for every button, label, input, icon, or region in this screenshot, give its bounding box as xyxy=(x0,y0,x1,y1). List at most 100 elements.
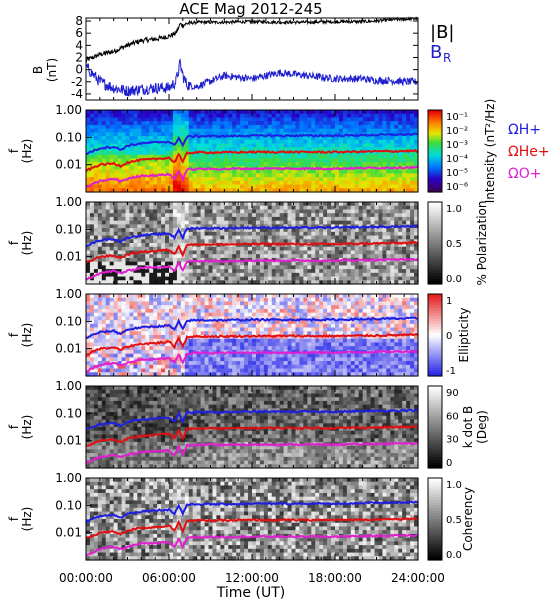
heatmap-cell xyxy=(350,154,356,160)
heatmap-cell xyxy=(271,154,277,160)
heatmap-cell xyxy=(121,272,127,278)
heatmap-cell xyxy=(283,162,289,167)
heatmap-cell xyxy=(358,228,364,233)
heatmap-cell xyxy=(204,364,210,370)
heatmap-cell xyxy=(224,173,229,178)
heatmap-cell xyxy=(208,117,214,122)
heatmap-cell xyxy=(267,188,273,193)
heatmap-cell xyxy=(331,269,336,274)
heatmap-cell xyxy=(141,294,146,299)
heatmap-cell xyxy=(125,205,131,211)
heatmap-cell xyxy=(232,308,237,314)
heatmap-cell xyxy=(196,276,202,281)
heatmap-cell xyxy=(346,128,352,133)
heatmap-cell xyxy=(113,342,119,347)
heatmap-cell xyxy=(342,220,348,225)
heatmap-cell xyxy=(224,139,229,145)
heatmap-cell xyxy=(105,180,111,186)
heatmap-cell xyxy=(362,231,368,237)
heatmap-cell xyxy=(93,346,99,351)
heatmap-cell xyxy=(157,213,162,218)
heatmap-cell xyxy=(137,323,142,329)
heatmap-cell xyxy=(259,312,265,317)
heatmap-cell xyxy=(374,261,380,266)
heatmap-cell xyxy=(398,188,403,193)
heatmap-cell xyxy=(153,165,158,171)
heatmap-cell xyxy=(236,128,241,133)
heatmap-cell xyxy=(176,239,182,244)
heatmap-cell xyxy=(145,297,150,303)
heatmap-cell xyxy=(259,143,265,148)
heatmap-cell xyxy=(342,250,348,255)
heatmap-cell xyxy=(129,308,135,314)
heatmap-cell xyxy=(97,143,103,148)
heatmap-cell xyxy=(133,169,138,174)
heatmap-cell xyxy=(319,121,324,126)
heatmap-cell xyxy=(86,180,91,186)
heatmap-cell xyxy=(255,173,261,178)
heatmap-cell xyxy=(204,231,210,237)
heatmap-cell xyxy=(346,209,352,214)
heatmap-cell xyxy=(414,216,419,222)
heatmap-cell xyxy=(295,143,301,148)
heatmap-cell xyxy=(248,213,253,218)
heatmap-cell xyxy=(192,323,198,329)
heatmap-cell xyxy=(271,301,277,306)
heatmap-cell xyxy=(255,361,261,366)
heatmap-cell xyxy=(303,250,308,255)
heatmap-cell xyxy=(252,353,257,358)
heatmap-cell xyxy=(358,269,364,274)
heatmap-cell xyxy=(212,327,218,332)
heatmap-cell xyxy=(406,246,411,252)
heatmap-cell xyxy=(157,364,162,370)
heatmap-cell xyxy=(390,136,395,141)
heatmap-cell xyxy=(366,272,372,278)
heatmap-cell xyxy=(338,250,344,255)
heatmap-cell xyxy=(216,216,221,222)
heatmap-cell xyxy=(133,246,138,252)
heatmap-cell xyxy=(267,121,273,126)
heatmap-cell xyxy=(410,246,415,252)
heatmap-cell xyxy=(145,158,150,163)
heatmap-cell xyxy=(216,162,221,167)
heatmap-cell xyxy=(378,280,384,285)
heatmap-cell xyxy=(165,305,170,310)
heatmap-cell xyxy=(414,209,419,214)
b-y-tick-label: 4 xyxy=(75,38,83,52)
heatmap-cell xyxy=(335,113,340,119)
heatmap-cell xyxy=(390,124,395,130)
heatmap-cell xyxy=(153,338,158,344)
heatmap-cell xyxy=(378,113,384,119)
heatmap-cell xyxy=(145,165,150,171)
heatmap-cell xyxy=(161,335,166,340)
heatmap-cell xyxy=(196,202,202,207)
heatmap-cell xyxy=(358,136,364,141)
heatmap-cell xyxy=(236,228,241,233)
heatmap-cell xyxy=(101,257,107,263)
heatmap-cell xyxy=(220,342,225,347)
heatmap-cell xyxy=(259,180,265,186)
heatmap-cell xyxy=(275,294,281,299)
heatmap-cell xyxy=(303,320,308,325)
heatmap-cell xyxy=(374,184,380,189)
heatmap-cell xyxy=(346,216,352,222)
heatmap-cell xyxy=(208,261,214,266)
heatmap-cell xyxy=(180,320,186,325)
heatmap-cell xyxy=(410,154,415,160)
heatmap-cell xyxy=(307,124,312,130)
heatmap-cell xyxy=(410,235,415,240)
heatmap-cell xyxy=(267,294,273,299)
heatmap-cell xyxy=(374,117,380,122)
heatmap-cell xyxy=(335,169,340,174)
heatmap-cell xyxy=(145,220,150,225)
heatmap-cell xyxy=(200,188,206,193)
heatmap-cell xyxy=(319,169,324,174)
heatmap-cell xyxy=(295,139,301,145)
heatmap-cell xyxy=(406,228,411,233)
heatmap-cell xyxy=(188,261,194,266)
heatmap-cell xyxy=(89,143,95,148)
heatmap-cell xyxy=(121,184,127,189)
heatmap-cell xyxy=(184,297,190,303)
heatmap-cell xyxy=(105,228,111,233)
heatmap-cell xyxy=(267,297,273,303)
